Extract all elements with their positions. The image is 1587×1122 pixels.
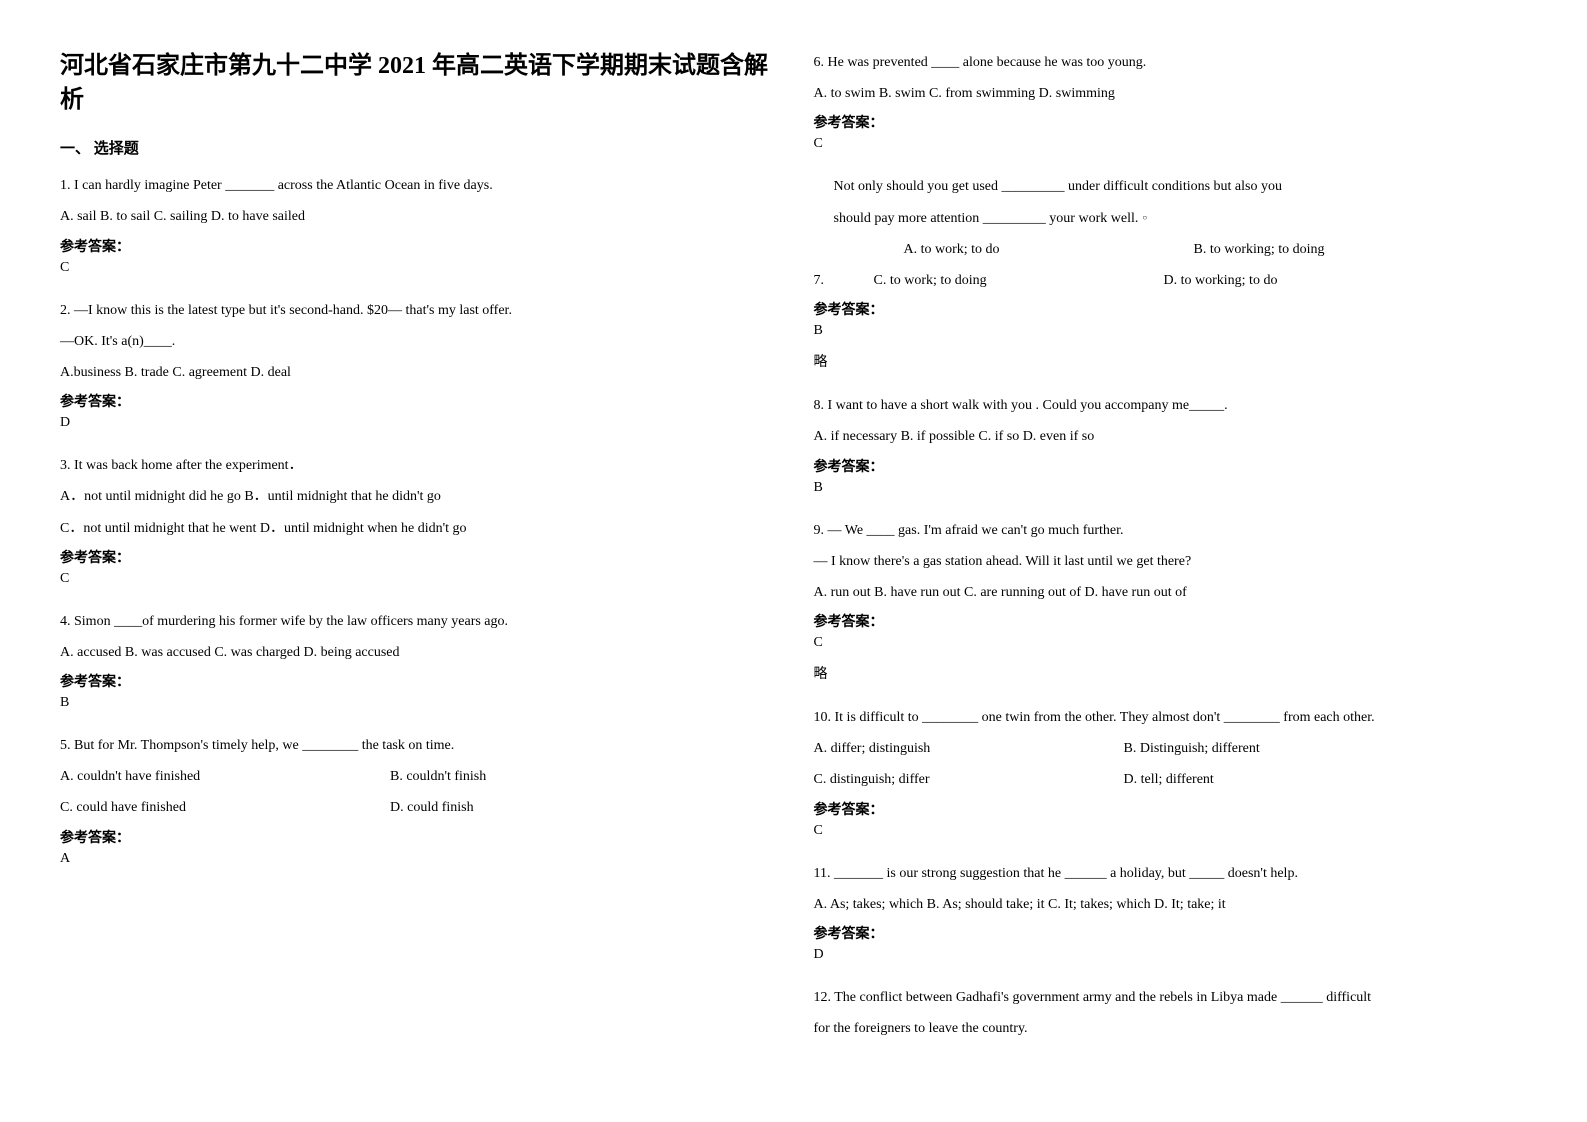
q7-answer: B bbox=[814, 323, 1528, 339]
q10-opt-row2: C. distinguish; differ D. tell; differen… bbox=[814, 767, 1528, 792]
q2-answer: D bbox=[60, 415, 774, 431]
right-column: 6. He was prevented ____ alone because h… bbox=[814, 50, 1528, 1072]
q5-text: 5. But for Mr. Thompson's timely help, w… bbox=[60, 733, 774, 758]
q7-answer-label: 参考答案： bbox=[814, 299, 1528, 319]
q3-text: 3. It was back home after the experiment… bbox=[60, 453, 774, 478]
q10-answer-label: 参考答案： bbox=[814, 799, 1528, 819]
question-4: 4. Simon ____of murdering his former wif… bbox=[60, 609, 774, 723]
q3-answer-label: 参考答案： bbox=[60, 547, 774, 567]
q7-line2-text: should pay more attention _________ your… bbox=[834, 211, 1139, 226]
q5-optA: A. couldn't have finished bbox=[60, 764, 360, 789]
q8-answer: B bbox=[814, 480, 1528, 496]
q9-line2: — I know there's a gas station ahead. Wi… bbox=[814, 549, 1528, 574]
question-12: 12. The conflict between Gadhafi's gover… bbox=[814, 985, 1528, 1047]
q9-answer: C bbox=[814, 635, 1528, 651]
q8-answer-label: 参考答案： bbox=[814, 456, 1528, 476]
q5-optD: D. could finish bbox=[390, 795, 474, 820]
question-8: 8. I want to have a short walk with you … bbox=[814, 393, 1528, 507]
left-column: 河北省石家庄市第九十二中学 2021 年高二英语下学期期末试题含解析 一、 选择… bbox=[60, 50, 774, 1072]
q10-optD: D. tell; different bbox=[1124, 767, 1214, 792]
page-title: 河北省石家庄市第九十二中学 2021 年高二英语下学期期末试题含解析 bbox=[60, 50, 774, 117]
q9-options: A. run out B. have run out C. are runnin… bbox=[814, 580, 1528, 605]
q7-optB: B. to working; to doing bbox=[1194, 237, 1325, 262]
question-9: 9. — We ____ gas. I'm afraid we can't go… bbox=[814, 518, 1528, 696]
q7-opt-row1: A. to work; to do B. to working; to doin… bbox=[814, 237, 1528, 262]
q8-text: 8. I want to have a short walk with you … bbox=[814, 393, 1528, 418]
q10-optA: A. differ; distinguish bbox=[814, 736, 1094, 761]
q10-opt-row1: A. differ; distinguish B. Distinguish; d… bbox=[814, 736, 1528, 761]
question-11: 11. _______ is our strong suggestion tha… bbox=[814, 861, 1528, 975]
question-7: Not only should you get used _________ u… bbox=[814, 174, 1528, 383]
q5-opt-row2: C. could have finished D. could finish bbox=[60, 795, 774, 820]
q1-answer-label: 参考答案： bbox=[60, 236, 774, 256]
q7-optC: C. to work; to doing bbox=[874, 268, 1134, 293]
q12-line2: for the foreigners to leave the country. bbox=[814, 1016, 1528, 1041]
q8-options: A. if necessary B. if possible C. if so … bbox=[814, 424, 1528, 449]
q5-opt-row1: A. couldn't have finished B. couldn't fi… bbox=[60, 764, 774, 789]
q11-answer: D bbox=[814, 947, 1528, 963]
q1-answer: C bbox=[60, 260, 774, 276]
q5-answer: A bbox=[60, 851, 774, 867]
q1-text: 1. I can hardly imagine Peter _______ ac… bbox=[60, 173, 774, 198]
question-6: 6. He was prevented ____ alone because h… bbox=[814, 50, 1528, 164]
q6-answer: C bbox=[814, 136, 1528, 152]
question-2: 2. —I know this is the latest type but i… bbox=[60, 298, 774, 444]
q4-text: 4. Simon ____of murdering his former wif… bbox=[60, 609, 774, 634]
q7-extra: 略 bbox=[814, 351, 1528, 371]
q7-optD: D. to working; to do bbox=[1164, 268, 1278, 293]
q1-options: A. sail B. to sail C. sailing D. to have… bbox=[60, 204, 774, 229]
q6-text: 6. He was prevented ____ alone because h… bbox=[814, 50, 1528, 75]
q10-answer: C bbox=[814, 823, 1528, 839]
question-1: 1. I can hardly imagine Peter _______ ac… bbox=[60, 173, 774, 287]
q3-opt1: A．not until midnight did he go B．until m… bbox=[60, 484, 774, 509]
question-10: 10. It is difficult to ________ one twin… bbox=[814, 705, 1528, 851]
q7-opt-row2: 7. C. to work; to doing D. to working; t… bbox=[814, 268, 1528, 293]
q6-answer-label: 参考答案： bbox=[814, 112, 1528, 132]
q4-answer-label: 参考答案： bbox=[60, 671, 774, 691]
circle-marker-icon: ○ bbox=[1142, 213, 1147, 222]
q7-line1: Not only should you get used _________ u… bbox=[834, 174, 1528, 199]
question-3: 3. It was back home after the experiment… bbox=[60, 453, 774, 599]
q9-line1: 9. — We ____ gas. I'm afraid we can't go… bbox=[814, 518, 1528, 543]
q11-options: A. As; takes; which B. As; should take; … bbox=[814, 892, 1528, 917]
section-header: 一、 选择题 bbox=[60, 137, 774, 158]
q4-answer: B bbox=[60, 695, 774, 711]
q7-optA: A. to work; to do bbox=[904, 237, 1164, 262]
q7-line2: should pay more attention _________ your… bbox=[834, 206, 1528, 231]
q2-line2: —OK. It's a(n)____. bbox=[60, 329, 774, 354]
q10-text: 10. It is difficult to ________ one twin… bbox=[814, 705, 1528, 730]
q2-line1: 2. —I know this is the latest type but i… bbox=[60, 298, 774, 323]
q5-optB: B. couldn't finish bbox=[390, 764, 486, 789]
q2-options: A.business B. trade C. agreement D. deal bbox=[60, 360, 774, 385]
q3-opt2: C．not until midnight that he went D．unti… bbox=[60, 516, 774, 541]
q3-answer: C bbox=[60, 571, 774, 587]
q12-line1: 12. The conflict between Gadhafi's gover… bbox=[814, 985, 1528, 1010]
q10-optC: C. distinguish; differ bbox=[814, 767, 1094, 792]
q10-optB: B. Distinguish; different bbox=[1124, 736, 1260, 761]
q11-text: 11. _______ is our strong suggestion tha… bbox=[814, 861, 1528, 886]
q11-answer-label: 参考答案： bbox=[814, 923, 1528, 943]
q5-answer-label: 参考答案： bbox=[60, 827, 774, 847]
q9-answer-label: 参考答案： bbox=[814, 611, 1528, 631]
q6-options: A. to swim B. swim C. from swimming D. s… bbox=[814, 81, 1528, 106]
q4-options: A. accused B. was accused C. was charged… bbox=[60, 640, 774, 665]
question-5: 5. But for Mr. Thompson's timely help, w… bbox=[60, 733, 774, 879]
q2-answer-label: 参考答案： bbox=[60, 391, 774, 411]
q9-extra: 略 bbox=[814, 663, 1528, 683]
q5-optC: C. could have finished bbox=[60, 795, 360, 820]
q7-num: 7. bbox=[814, 268, 844, 293]
